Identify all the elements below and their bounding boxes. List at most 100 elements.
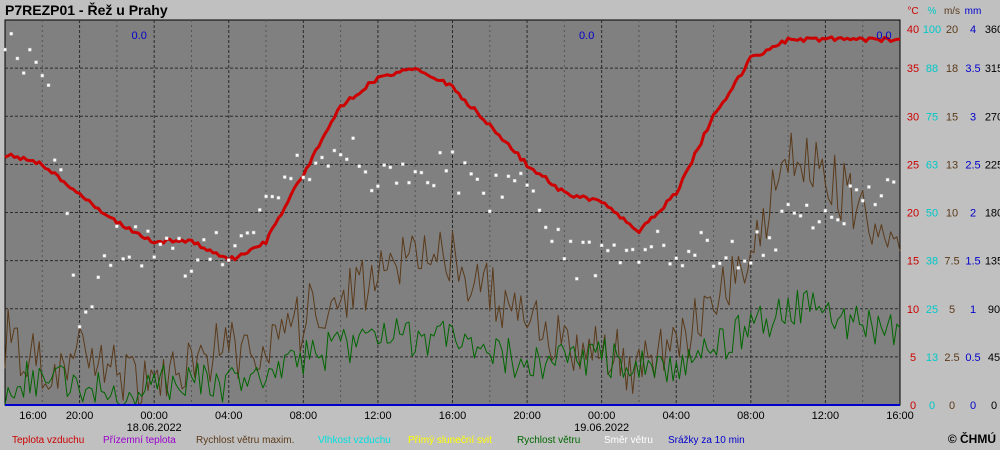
wind-direction-point (500, 195, 504, 199)
wind-direction-point (289, 176, 293, 181)
axis-unit-label: °C (907, 6, 918, 17)
legend-item: Vlhkost vzduchu (318, 435, 391, 446)
wind-direction-point (276, 196, 281, 200)
wind-direction-point (158, 242, 163, 247)
precip-sum-label: 0.0 (579, 30, 594, 42)
wind-direction-point (587, 240, 591, 244)
wind-direction-point (879, 194, 884, 198)
wind-direction-point (28, 47, 32, 52)
x-tick-label: 08:00 (737, 410, 765, 422)
wind-direction-point (568, 239, 573, 244)
wind-direction-point (171, 246, 175, 251)
wind-direction-point (761, 253, 766, 258)
grid (5, 20, 900, 405)
wind-direction-point (282, 175, 287, 179)
legend: Teplota vzduchu Přízemní teplota Rychlost … (0, 433, 1000, 450)
wind-direction-point (475, 177, 480, 181)
wind-direction-point (183, 274, 187, 278)
axis-tick-label: 0 (970, 400, 976, 412)
wind-direction-point (227, 258, 231, 262)
axis-tick-label: 0 (991, 400, 997, 412)
wind-direction-point (96, 275, 100, 280)
wind-direction-point (624, 248, 629, 253)
wind-direction-point (711, 264, 716, 269)
wind-direction-point (133, 225, 138, 229)
axis-tick-label: 2 (970, 208, 976, 220)
wind-direction-point (425, 180, 430, 185)
wind-direction-point (202, 238, 206, 242)
wind-direction-point (662, 243, 666, 248)
axis-unit-label: mm (965, 6, 982, 17)
wind-direction-point (419, 170, 424, 175)
wind-direction-point (108, 263, 113, 268)
wind-direction-point (512, 179, 517, 183)
wind-direction-point (307, 177, 312, 182)
wind-direction-point (46, 83, 51, 87)
axis-tick-label: 5 (910, 352, 916, 364)
wind-direction-point (786, 202, 790, 207)
wind-direction-point (251, 230, 256, 235)
wind-direction-point (71, 273, 76, 277)
wind-direction-point (550, 239, 554, 244)
wind-direction-point (618, 260, 623, 265)
axis-tick-label: 90 (988, 304, 1000, 316)
wind-direction-point (643, 247, 647, 252)
wind-direction-point (21, 71, 26, 75)
wind-direction-point (637, 260, 641, 265)
wind-direction-point (581, 240, 585, 245)
wind-direction-point (724, 256, 728, 260)
axis-tick-label: 360 (985, 24, 1000, 36)
axis-tick-label: 0.5 (965, 352, 980, 364)
wind-direction-point (376, 184, 380, 188)
wind-direction-point (401, 162, 405, 166)
axis-tick-label: 135 (985, 256, 1000, 268)
precip-sum-label: 0.0 (132, 30, 147, 42)
wind-direction-point (177, 236, 181, 241)
wind-direction-point (867, 185, 871, 189)
wind-direction-point (674, 256, 678, 260)
max-wind-speed-line (4, 132, 901, 406)
axis-tick-label: 20 (946, 24, 958, 36)
legend-item: Rychlost větru (517, 435, 581, 446)
axis-tick-label: 4 (970, 24, 976, 36)
axis-tick-label: 20 (907, 208, 919, 220)
axis-tick-label: 180 (985, 208, 1000, 220)
wind-direction-point (357, 164, 362, 168)
x-tick-label: 08:00 (290, 410, 318, 422)
wind-direction-point (320, 155, 324, 160)
wind-direction-point (630, 247, 635, 252)
wind-direction-point (798, 214, 803, 218)
legend-item: Teplota vzduchu (12, 435, 85, 446)
wind-direction-point (146, 229, 150, 233)
axis-tick-label: 25 (907, 159, 919, 171)
wind-direction-point (730, 239, 734, 244)
wind-direction-point (885, 177, 890, 182)
wind-direction-point (463, 161, 467, 165)
wind-direction-point (15, 56, 20, 61)
wind-direction-point (742, 259, 747, 263)
axis-tick-label: 315 (985, 63, 1000, 75)
wind-direction-point (693, 253, 697, 257)
wind-direction-point (338, 153, 343, 157)
wind-direction-point (3, 47, 7, 52)
wind-direction-point (121, 257, 125, 261)
axis-tick-label: 50 (926, 208, 938, 220)
legend-item: Srážky za 10 min (668, 435, 745, 446)
wind-direction-point (606, 248, 610, 253)
wind-direction-point (519, 171, 523, 176)
precip-sum-label: 0.0 (876, 30, 891, 42)
wind-direction-point (382, 163, 386, 167)
axis-tick-label: 88 (926, 63, 938, 75)
wind-direction-point (755, 230, 759, 234)
axis-tick-label: 30 (907, 111, 919, 123)
wind-direction-point (295, 153, 299, 157)
axis-tick-label: 5 (949, 304, 955, 316)
legend-item: Přímý sluneční svit (408, 435, 492, 446)
wind-direction-point (562, 256, 567, 261)
legend-item: Přízemní teplota (103, 435, 176, 446)
wind-direction-point (543, 225, 548, 230)
axis-tick-label: 0 (929, 400, 935, 412)
wind-direction-point (220, 262, 225, 267)
axis-layer: 16:00 20:00 00:00 04:00 08:00 12:00 16:00 20:00… (19, 6, 1000, 434)
air-temperature-line (4, 35, 900, 263)
